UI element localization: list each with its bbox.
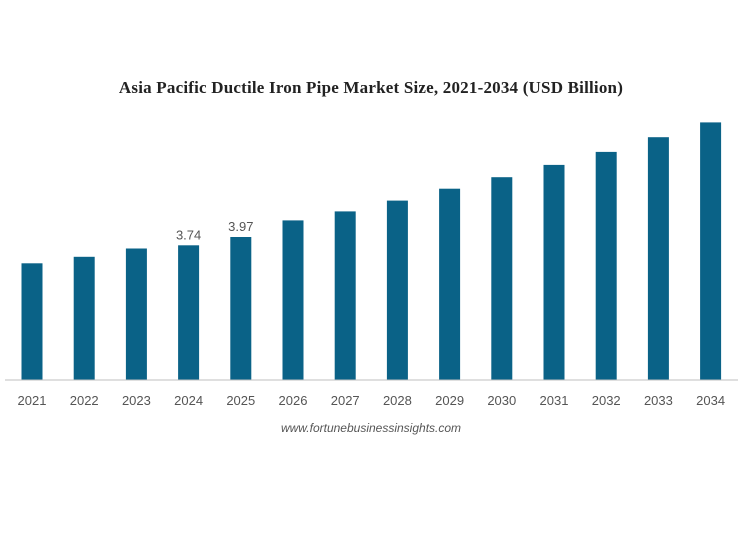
- x-tick-label-2032: 2032: [592, 393, 621, 408]
- x-tick-label-2023: 2023: [122, 393, 151, 408]
- bar-2032: [595, 151, 617, 380]
- x-tick-label-2034: 2034: [696, 393, 725, 408]
- x-tick-label-2030: 2030: [487, 393, 516, 408]
- data-labels: 3.74 3.97: [176, 219, 254, 242]
- x-tick-label-2025: 2025: [226, 393, 255, 408]
- chart-title: Asia Pacific Ductile Iron Pipe Market Si…: [118, 78, 624, 97]
- bar-2028: [386, 200, 408, 380]
- x-tick-label-2028: 2028: [383, 393, 412, 408]
- x-tick-label-2026: 2026: [279, 393, 308, 408]
- bar-2033: [647, 137, 669, 380]
- bar-2027: [334, 211, 356, 380]
- data-label-2024: 3.74: [176, 227, 201, 242]
- bar-2021: [21, 263, 43, 380]
- bar-2025: [230, 237, 252, 380]
- x-tick-label-2027: 2027: [331, 393, 360, 408]
- bar-2034: [700, 122, 722, 381]
- x-tick-label-2031: 2031: [540, 393, 569, 408]
- x-tick-labels: 2021 2022 2023 2024 2025 2026 2027 2028 2029 2030…: [18, 393, 726, 408]
- bar-2030: [491, 177, 513, 380]
- bar-2029: [439, 188, 461, 380]
- bar-2022: [73, 256, 95, 380]
- data-label-2025: 3.97: [228, 219, 253, 234]
- x-tick-label-2024: 2024: [174, 393, 203, 408]
- source-credit: www.fortunebusinessinsights.com: [280, 421, 462, 435]
- x-tick-label-2029: 2029: [435, 393, 464, 408]
- x-tick-label-2021: 2021: [18, 393, 47, 408]
- x-tick-label-2022: 2022: [70, 393, 99, 408]
- bars-group: [21, 122, 722, 381]
- bar-2026: [282, 220, 304, 380]
- bar-2023: [125, 248, 147, 380]
- x-tick-label-2033: 2033: [644, 393, 673, 408]
- bar-2024: [178, 245, 200, 380]
- bar-2031: [543, 164, 565, 380]
